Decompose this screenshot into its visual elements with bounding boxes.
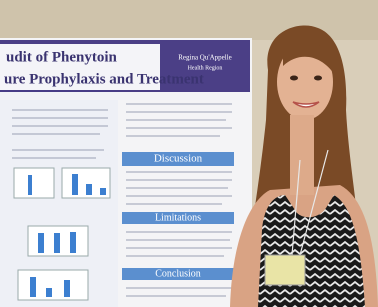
logo-text: Health Region: [188, 65, 223, 71]
section-heading: Discussion: [154, 153, 203, 165]
logo-text: Regina Qu'Appelle: [178, 54, 232, 62]
neck: [290, 115, 314, 195]
section-heading: Limitations: [155, 212, 201, 223]
page: udit of Phenytoin ure Prophylaxis and Tr…: [0, 0, 378, 307]
chart-figure: [14, 168, 54, 198]
eye: [314, 76, 322, 81]
poster-title: ure Prophylaxis and Treatment: [4, 71, 204, 87]
section-heading: Conclusion: [155, 268, 201, 279]
name-badge: [265, 255, 305, 285]
photo: udit of Phenytoin ure Prophylaxis and Tr…: [0, 0, 378, 307]
poster: udit of Phenytoin ure Prophylaxis and Tr…: [0, 38, 252, 307]
poster-title: udit of Phenytoin: [6, 49, 118, 65]
chart-figure: [18, 270, 88, 300]
eye: [290, 76, 298, 81]
